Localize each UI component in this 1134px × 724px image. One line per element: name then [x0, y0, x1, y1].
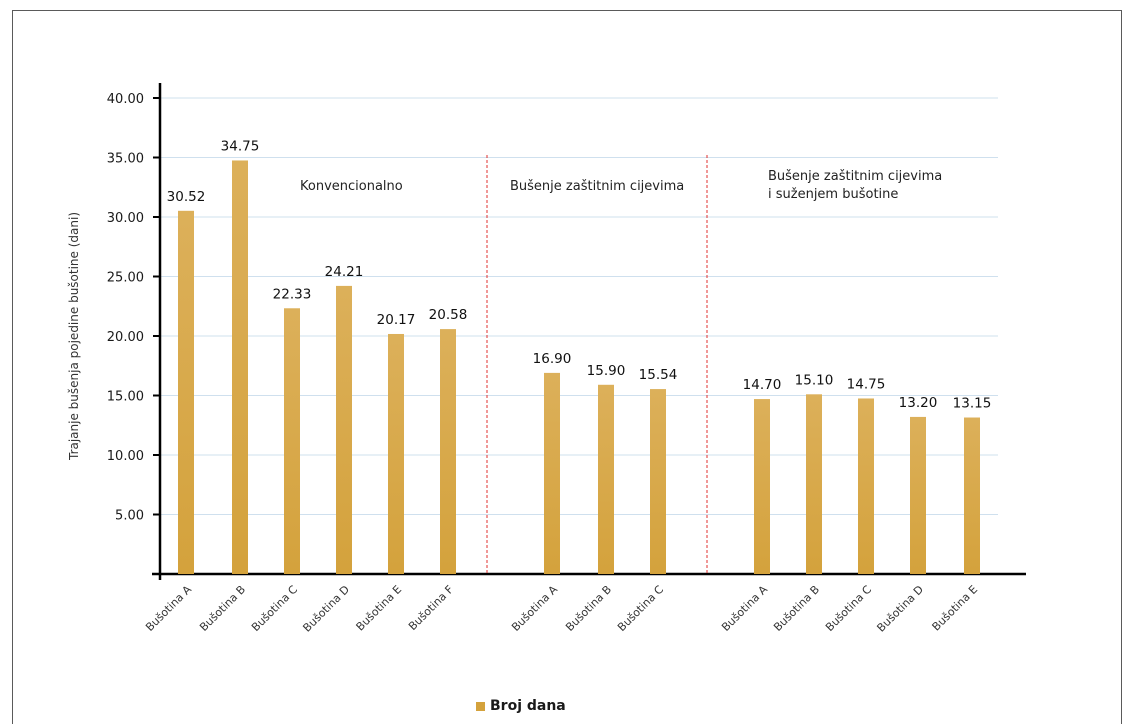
category-label: Bušotina B [563, 583, 614, 634]
y-tick-label: 25.00 [107, 271, 144, 286]
bar-value-label: 16.90 [533, 351, 572, 367]
category-label: Bušotina D [300, 583, 352, 635]
legend-label: Broj dana [490, 698, 566, 714]
category-label: Bušotina A [143, 583, 194, 634]
bar [388, 333, 404, 574]
bar-value-label: 15.10 [795, 372, 834, 388]
bar-value-label: 15.54 [639, 367, 678, 383]
bar-value-label: 20.58 [429, 307, 468, 323]
bar-value-label: 22.33 [273, 286, 312, 302]
group-label: Bušenje zaštitnim cijevima [510, 179, 684, 194]
legend: Broj dana [476, 698, 566, 714]
y-tick-label: 20.00 [107, 330, 144, 345]
group-label: i suženjem bušotine [768, 187, 898, 202]
bar [858, 398, 874, 574]
bar-value-label: 14.70 [743, 377, 782, 393]
y-axis-title: Trajanje bušenja pojedine bušotine (dani… [67, 212, 81, 461]
bar [910, 416, 926, 574]
bar [336, 285, 352, 574]
bar [544, 372, 560, 574]
legend-swatch [476, 701, 485, 711]
y-tick-label: 5.00 [115, 509, 144, 524]
group-label: Konvencionalno [300, 179, 403, 194]
bar [284, 308, 300, 574]
category-label: Bušotina E [354, 583, 405, 634]
category-label: Bušotina B [197, 583, 248, 634]
category-label: Bušotina A [509, 583, 560, 634]
bar [650, 389, 666, 574]
category-label: Bušotina D [874, 583, 926, 635]
category-label: Bušotina A [719, 583, 770, 634]
y-tick-label: 40.00 [107, 92, 144, 107]
bar-value-label: 34.75 [221, 138, 260, 154]
y-tick-label: 35.00 [107, 152, 144, 167]
bar [178, 210, 194, 574]
bar-value-label: 13.15 [953, 396, 992, 412]
bar-value-label: 24.21 [325, 264, 364, 280]
group-label: Bušenje zaštitnim cijevima [768, 169, 942, 184]
bar-value-label: 30.52 [167, 189, 206, 205]
category-label: Bušotina B [771, 583, 822, 634]
category-label: Bušotina C [249, 583, 300, 634]
category-label: Bušotina C [615, 583, 666, 634]
category-label: Bušotina F [406, 583, 456, 633]
chart-frame [12, 10, 1122, 724]
bar-value-label: 14.75 [847, 376, 886, 392]
bar [754, 399, 770, 574]
y-tick-label: 15.00 [107, 390, 144, 405]
category-label: Bušotina C [823, 583, 874, 634]
category-label: Bušotina E [930, 583, 981, 634]
bar-value-label: 13.20 [899, 395, 938, 411]
bar-value-label: 20.17 [377, 312, 416, 328]
bar [598, 384, 614, 574]
bar-value-label: 15.90 [587, 363, 626, 379]
y-tick-label: 30.00 [107, 211, 144, 226]
bar [440, 329, 456, 574]
bar [964, 417, 980, 574]
y-tick-label: 10.00 [107, 449, 144, 464]
bar [806, 394, 822, 574]
bar [232, 160, 248, 574]
